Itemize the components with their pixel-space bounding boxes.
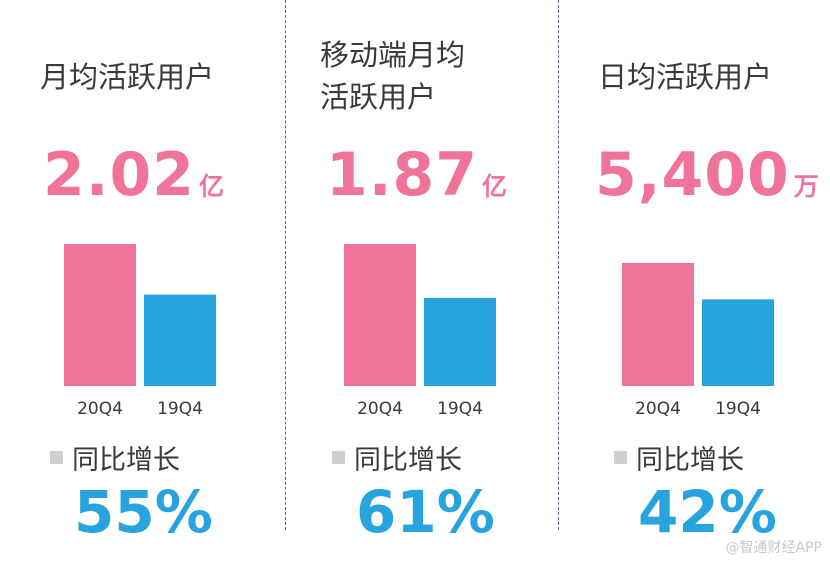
title-line: 活跃用户 [320,80,437,114]
bar-19Q4 [424,297,496,386]
headline-value: 2.02 亿 [43,140,224,210]
legend: 同比增长 [332,438,462,477]
value-unit: 亿 [482,172,508,201]
legend: 同比增长 [50,438,180,477]
x-tick-label: 20Q4 [77,399,123,419]
x-tick-label: 20Q4 [635,399,681,419]
value-unit: 万 [793,172,819,201]
value-unit: 亿 [199,172,225,201]
panel-title: 日均活跃用户 [598,56,772,98]
bar-20Q4 [344,244,416,386]
divider-right [558,0,559,530]
headline-value: 1.87 亿 [326,140,507,210]
bar-20Q4 [622,262,694,386]
growth-percentage: 61% [356,478,495,546]
bar-19Q4 [144,294,216,386]
panel-dau: 日均活跃用户 5,400 万 20Q4 19Q4 同比增长 42% [595,0,830,563]
title-line: 日均活跃用户 [598,60,773,94]
growth-percentage: 55% [74,478,213,546]
bar-chart: 20Q4 19Q4 [622,262,774,419]
x-tick-label: 20Q4 [357,399,403,419]
x-tick-label: 19Q4 [157,399,203,419]
divider-left [285,0,286,530]
legend-label: 同比增长 [72,445,180,476]
bar-chart: 20Q4 19Q4 [64,244,216,419]
legend: 同比增长 [614,438,744,477]
title-line: 月均活跃用户 [40,60,215,94]
headline-value: 5,400 万 [595,140,819,210]
legend-marker [332,451,345,464]
title-line: 移动端月均 [320,38,466,72]
value-number: 2.02 [43,140,196,210]
bar-19Q4 [702,299,774,386]
legend-label: 同比增长 [354,445,462,476]
x-tick-label: 19Q4 [715,399,761,419]
watermark: @智通财经APP [725,540,822,556]
bar-chart: 20Q4 19Q4 [344,244,496,419]
panel-title: 移动端月均 活跃用户 [320,34,465,118]
legend-label: 同比增长 [636,445,744,476]
bar-20Q4 [64,244,136,386]
value-number: 1.87 [326,140,479,210]
value-number: 5,400 [595,140,790,210]
panel-mau: 月均活跃用户 2.02 亿 20Q4 19Q4 同比增长 55% [40,0,300,563]
legend-marker [614,451,627,464]
growth-percentage: 42% [638,478,777,546]
panel-mobile-mau: 移动端月均 活跃用户 1.87 亿 20Q4 19Q4 同比增长 61% [320,0,580,563]
legend-marker [50,451,63,464]
x-tick-label: 19Q4 [437,399,483,419]
panel-title: 月均活跃用户 [40,56,214,98]
